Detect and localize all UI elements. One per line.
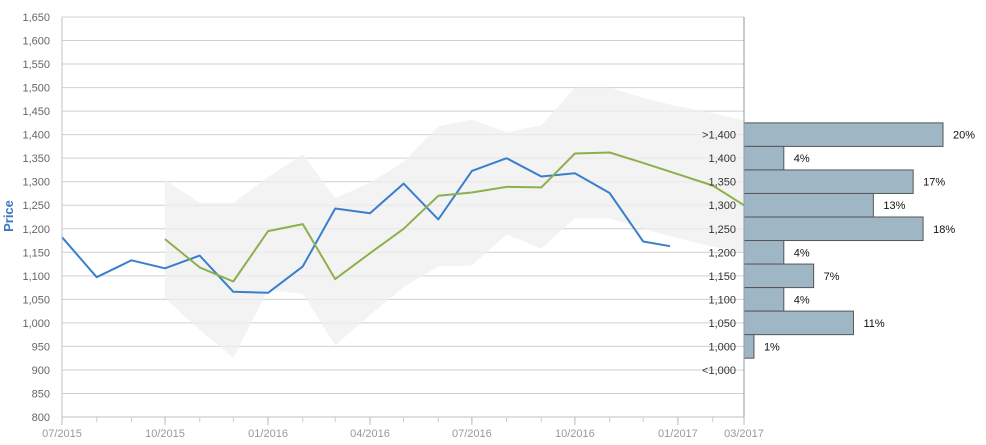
histogram-bin-label: 1,400 bbox=[708, 153, 736, 165]
y-tick-label: 800 bbox=[32, 412, 50, 424]
x-tick-label: 04/2016 bbox=[350, 428, 390, 440]
histogram-percent-label: 1% bbox=[764, 341, 780, 353]
y-axis-label: Price bbox=[1, 200, 16, 232]
histogram-bin-label: 1,050 bbox=[708, 318, 736, 330]
histogram-bar bbox=[743, 310, 854, 336]
x-axis-ticks: 07/2015 10/2015 01/2016 04/2016 07/2016 10/20… bbox=[42, 417, 764, 440]
histogram-percent-label: 17% bbox=[923, 177, 945, 189]
x-tick-label: 10/2015 bbox=[145, 428, 185, 440]
y-tick-label: 1,500 bbox=[22, 83, 50, 95]
histogram-bar bbox=[743, 169, 914, 194]
histogram-bar bbox=[743, 216, 924, 242]
histogram-bar bbox=[743, 145, 785, 171]
histogram-percent-label: 4% bbox=[794, 294, 810, 306]
histogram-bin-label: 1,250 bbox=[708, 224, 736, 236]
histogram-percent-label: 20% bbox=[953, 130, 975, 142]
y-tick-label: 1,350 bbox=[22, 153, 50, 165]
y-tick-label: 1,150 bbox=[22, 247, 50, 259]
series-lines bbox=[61, 151, 745, 294]
histogram-bin-label: 1,300 bbox=[708, 200, 736, 212]
histogram-bin-label: 1,350 bbox=[708, 177, 736, 189]
y-tick-label: 1,000 bbox=[22, 318, 50, 330]
series-line-2 bbox=[164, 151, 745, 283]
y-tick-label: 1,300 bbox=[22, 177, 50, 189]
histogram-bar bbox=[743, 192, 874, 218]
x-tick-label: 01/2016 bbox=[248, 428, 288, 440]
y-tick-label: 1,200 bbox=[22, 224, 50, 236]
x-tick-label: 03/2017 bbox=[724, 428, 764, 440]
histogram-bar bbox=[743, 287, 785, 312]
histogram-bar bbox=[743, 263, 815, 289]
histogram-percent-label: 7% bbox=[824, 271, 840, 283]
confidence-band bbox=[165, 87, 744, 358]
histogram-bin-label: 1,000 bbox=[708, 341, 736, 353]
y-tick-label: 1,100 bbox=[22, 271, 50, 283]
y-tick-label: 1,450 bbox=[22, 106, 50, 118]
forecast-band bbox=[165, 87, 744, 358]
y-tick-label: 1,650 bbox=[22, 12, 50, 24]
histogram-bar bbox=[743, 240, 785, 265]
histogram-bar bbox=[743, 334, 755, 359]
histogram-percent-label: 4% bbox=[794, 247, 810, 259]
histogram-bin-label: >1,400 bbox=[702, 130, 736, 142]
histogram-bar bbox=[743, 122, 944, 147]
histogram-percent-label: 18% bbox=[933, 224, 955, 236]
y-axis-ticks: 800 850 900 950 1,000 1,050 1,100 1,150 1,200 1,2… bbox=[22, 12, 50, 424]
x-tick-label: 10/2016 bbox=[555, 428, 595, 440]
histogram-bin-label: <1,000 bbox=[702, 365, 736, 377]
y-tick-label: 1,600 bbox=[22, 36, 50, 48]
axes bbox=[61, 17, 745, 418]
histogram-percent-label: 13% bbox=[883, 200, 905, 212]
histogram-percent-label: 4% bbox=[794, 153, 810, 165]
x-tick-label: 01/2017 bbox=[658, 428, 698, 440]
histogram-bin-label: 1,150 bbox=[708, 271, 736, 283]
histogram-percent-label: 11% bbox=[863, 318, 884, 330]
y-tick-label: 900 bbox=[32, 365, 50, 377]
histogram-bin-label: 1,200 bbox=[708, 247, 736, 259]
y-tick-label: 850 bbox=[32, 388, 50, 400]
y-tick-label: 1,400 bbox=[22, 130, 50, 142]
histogram: >1,400 20% 1,400 4% 1,350 17% 1,300 13% 1,250 18%… bbox=[702, 122, 975, 377]
x-tick-label: 07/2015 bbox=[42, 428, 82, 440]
histogram-bin-label: 1,100 bbox=[708, 294, 736, 306]
y-tick-label: 1,050 bbox=[22, 294, 50, 306]
y-tick-label: 950 bbox=[32, 341, 50, 353]
y-tick-label: 1,250 bbox=[22, 200, 50, 212]
series-line-1 bbox=[61, 157, 671, 294]
y-tick-label: 1,550 bbox=[22, 59, 50, 71]
x-tick-label: 07/2016 bbox=[452, 428, 492, 440]
